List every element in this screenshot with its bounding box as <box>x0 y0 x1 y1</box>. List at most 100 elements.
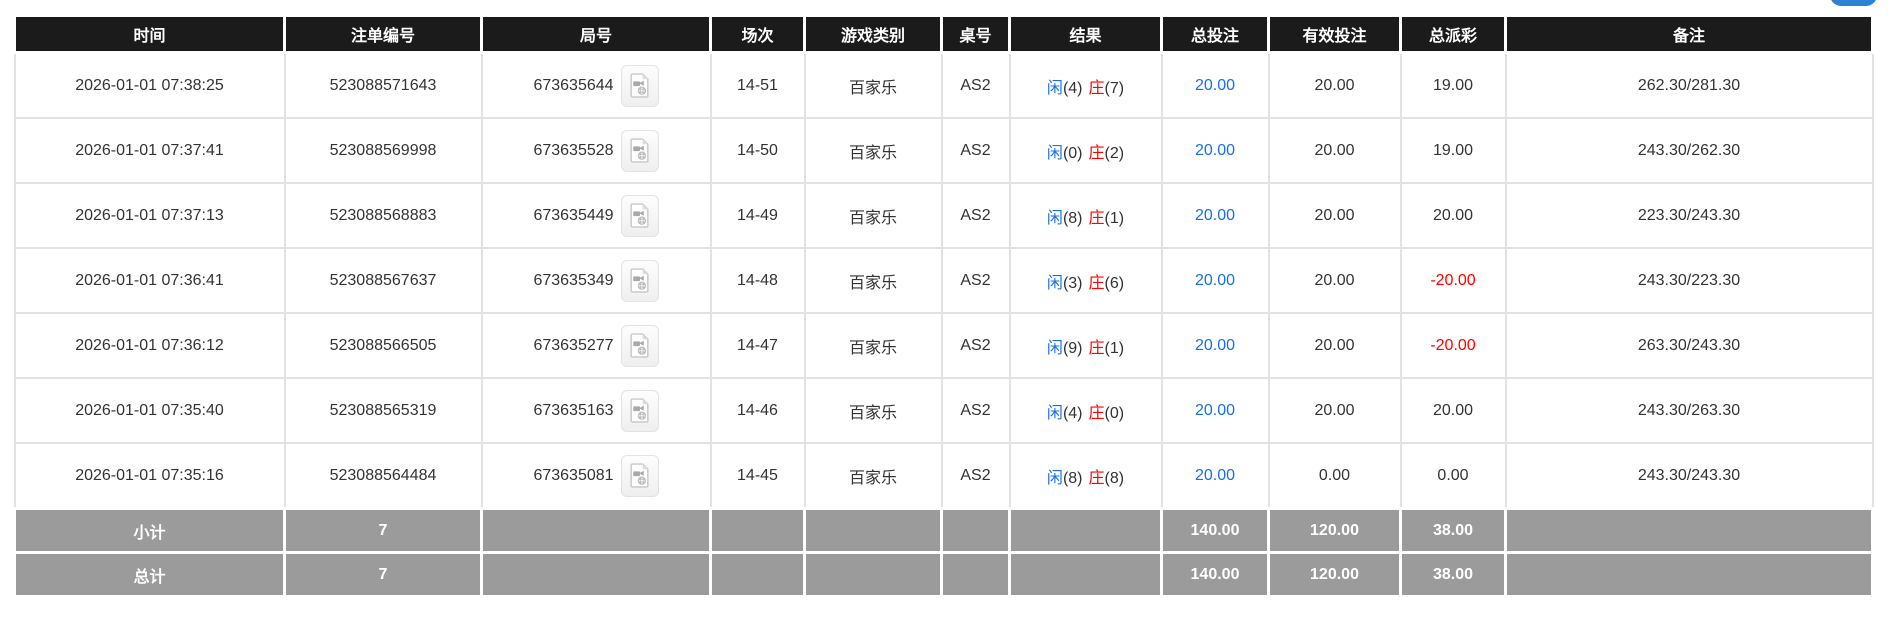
player-label: 闲 <box>1046 274 1063 292</box>
player-points: (8) <box>1062 469 1083 487</box>
cell-payout: 19.00 <box>1399 117 1507 184</box>
round-number: 673635644 <box>533 76 614 94</box>
cell-time: 2026-01-01 07:37:13 <box>13 182 286 249</box>
grand-total-label: 总计 <box>13 551 286 598</box>
cell-game-type: 百家乐 <box>803 51 943 119</box>
cell-payout: 20.00 <box>1399 377 1507 444</box>
cell-total-bet: 20.00 <box>1160 117 1270 184</box>
col-header-total-bet: 总投注 <box>1160 14 1270 54</box>
cell-valid-bet: 0.00 <box>1267 442 1402 510</box>
banker-label: 庄 <box>1088 144 1105 162</box>
video-replay-button[interactable] <box>620 454 659 497</box>
cell-remark: 243.30/243.30 <box>1504 442 1874 510</box>
col-header-result: 结果 <box>1008 14 1163 54</box>
banker-label: 庄 <box>1088 274 1105 292</box>
cut-off-blue-button[interactable] <box>1830 0 1877 6</box>
col-header-table-no: 桌号 <box>940 14 1011 54</box>
round-number: 673635449 <box>533 206 614 224</box>
cell-session: 14-45 <box>709 442 806 510</box>
cell-bet-no: 523088569998 <box>283 117 483 184</box>
cell-remark: 243.30/263.30 <box>1504 377 1874 444</box>
cell-total-bet: 20.00 <box>1160 247 1270 314</box>
cell-remark: 262.30/281.30 <box>1504 51 1874 119</box>
cell-remark: 223.30/243.30 <box>1504 182 1874 249</box>
col-header-bet-no: 注单编号 <box>283 14 483 54</box>
video-file-icon <box>630 73 649 98</box>
cell-session: 14-46 <box>709 377 806 444</box>
cell-total-bet: 20.00 <box>1160 442 1270 510</box>
cell-round-no: 673635644 <box>480 51 712 119</box>
table-row: 2026-01-01 07:36:41 523088567637 6736353… <box>13 247 1874 314</box>
round-number: 673635277 <box>533 336 614 354</box>
player-points: (9) <box>1062 339 1083 357</box>
video-replay-button[interactable] <box>620 324 659 367</box>
video-replay-button[interactable] <box>620 64 659 107</box>
grand-total-remark <box>1504 551 1874 598</box>
cell-table-no: AS2 <box>940 117 1011 184</box>
cell-game-type: 百家乐 <box>803 182 943 249</box>
cell-payout: -20.00 <box>1399 312 1507 379</box>
cell-bet-no: 523088566505 <box>283 312 483 379</box>
col-header-remark: 备注 <box>1504 14 1874 54</box>
grand-total-total-bet: 140.00 <box>1160 551 1270 598</box>
subtotal-total-bet: 140.00 <box>1160 507 1270 554</box>
total-bet-link[interactable]: 20.00 <box>1194 76 1236 94</box>
total-bet-link[interactable]: 20.00 <box>1194 466 1236 484</box>
cell-remark: 243.30/262.30 <box>1504 117 1874 184</box>
round-number: 673635163 <box>533 401 614 419</box>
cell-remark: 263.30/243.30 <box>1504 312 1874 379</box>
banker-points: (2) <box>1104 144 1125 162</box>
cell-table-no: AS2 <box>940 51 1011 119</box>
total-bet-link[interactable]: 20.00 <box>1194 401 1236 419</box>
cell-valid-bet: 20.00 <box>1267 182 1402 249</box>
video-file-icon <box>630 203 649 228</box>
total-bet-link[interactable]: 20.00 <box>1194 141 1236 159</box>
cell-session: 14-50 <box>709 117 806 184</box>
cell-table-no: AS2 <box>940 247 1011 314</box>
video-replay-button[interactable] <box>620 389 659 432</box>
banker-label: 庄 <box>1088 339 1105 357</box>
video-replay-button[interactable] <box>620 129 659 172</box>
cell-result: 闲(4) 庄(0) <box>1008 377 1163 444</box>
subtotal-label: 小计 <box>13 507 286 554</box>
cell-result: 闲(4) 庄(7) <box>1008 51 1163 119</box>
cell-valid-bet: 20.00 <box>1267 247 1402 314</box>
cell-round-no: 673635277 <box>480 312 712 379</box>
cell-result: 闲(8) 庄(1) <box>1008 182 1163 249</box>
cell-bet-no: 523088567637 <box>283 247 483 314</box>
total-bet-link[interactable]: 20.00 <box>1194 206 1236 224</box>
banker-points: (8) <box>1104 469 1125 487</box>
cell-game-type: 百家乐 <box>803 442 943 510</box>
subtotal-valid-bet: 120.00 <box>1267 507 1402 554</box>
video-replay-button[interactable] <box>620 259 659 302</box>
cell-payout: 0.00 <box>1399 442 1507 510</box>
video-replay-button[interactable] <box>620 194 659 237</box>
cell-remark: 243.30/223.30 <box>1504 247 1874 314</box>
total-bet-link[interactable]: 20.00 <box>1194 336 1236 354</box>
grand-total-row: 总计 7 140.00 120.00 38.00 <box>13 551 1874 598</box>
cell-time: 2026-01-01 07:35:40 <box>13 377 286 444</box>
banker-points: (7) <box>1104 79 1125 97</box>
banker-label: 庄 <box>1088 209 1105 227</box>
cell-result: 闲(3) 庄(6) <box>1008 247 1163 314</box>
cell-bet-no: 523088564484 <box>283 442 483 510</box>
cell-table-no: AS2 <box>940 182 1011 249</box>
cell-payout: 20.00 <box>1399 182 1507 249</box>
cell-round-no: 673635163 <box>480 377 712 444</box>
round-number: 673635081 <box>533 466 614 484</box>
cell-time: 2026-01-01 07:36:41 <box>13 247 286 314</box>
banker-points: (0) <box>1104 404 1125 422</box>
total-bet-link[interactable]: 20.00 <box>1194 271 1236 289</box>
cell-payout: -20.00 <box>1399 247 1507 314</box>
video-file-icon <box>630 398 649 423</box>
cell-round-no: 673635449 <box>480 182 712 249</box>
bet-history-table: 时间 注单编号 局号 场次 游戏类别 桌号 结果 总投注 有效投注 总派彩 备注… <box>13 14 1874 598</box>
banker-label: 庄 <box>1088 469 1105 487</box>
player-label: 闲 <box>1046 144 1063 162</box>
grand-total-count: 7 <box>283 551 483 598</box>
cell-round-no: 673635349 <box>480 247 712 314</box>
bet-history-table-wrap: 时间 注单编号 局号 场次 游戏类别 桌号 结果 总投注 有效投注 总派彩 备注… <box>13 14 1874 598</box>
cell-bet-no: 523088568883 <box>283 182 483 249</box>
col-header-game-type: 游戏类别 <box>803 14 943 54</box>
